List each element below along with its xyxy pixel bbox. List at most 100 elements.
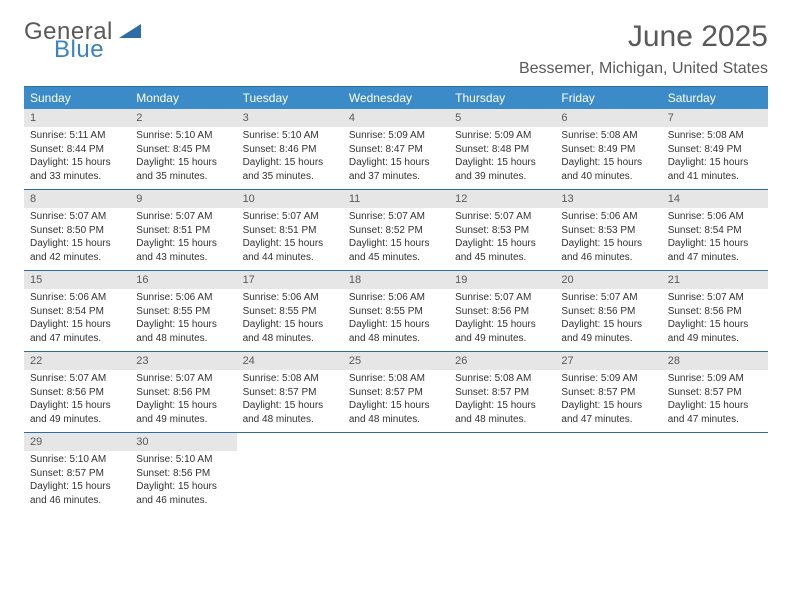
day-cell: 16Sunrise: 5:06 AMSunset: 8:55 PMDayligh… <box>130 271 236 351</box>
day-sunset: Sunset: 8:51 PM <box>136 224 230 238</box>
day-sunrise: Sunrise: 5:07 AM <box>30 372 124 386</box>
date-number: 3 <box>237 109 343 127</box>
date-number: 20 <box>555 271 661 289</box>
day-day1: Daylight: 15 hours <box>136 480 230 494</box>
day-day1: Daylight: 15 hours <box>30 480 124 494</box>
date-number: 1 <box>24 109 130 127</box>
day-sunset: Sunset: 8:49 PM <box>668 143 762 157</box>
day-day2: and 47 minutes. <box>668 251 762 265</box>
day-cell: 25Sunrise: 5:08 AMSunset: 8:57 PMDayligh… <box>343 352 449 432</box>
dayname-row: Sunday Monday Tuesday Wednesday Thursday… <box>24 87 768 109</box>
day-day1: Daylight: 15 hours <box>561 399 655 413</box>
day-body: Sunrise: 5:08 AMSunset: 8:57 PMDaylight:… <box>237 370 343 426</box>
day-cell: 13Sunrise: 5:06 AMSunset: 8:53 PMDayligh… <box>555 190 661 270</box>
day-day2: and 41 minutes. <box>668 170 762 184</box>
week-row: 29Sunrise: 5:10 AMSunset: 8:57 PMDayligh… <box>24 433 768 513</box>
day-sunset: Sunset: 8:55 PM <box>243 305 337 319</box>
day-sunrise: Sunrise: 5:07 AM <box>349 210 443 224</box>
day-body: Sunrise: 5:08 AMSunset: 8:57 PMDaylight:… <box>343 370 449 426</box>
day-day1: Daylight: 15 hours <box>30 399 124 413</box>
day-body: Sunrise: 5:10 AMSunset: 8:56 PMDaylight:… <box>130 451 236 507</box>
day-day1: Daylight: 15 hours <box>136 156 230 170</box>
day-day1: Daylight: 15 hours <box>243 399 337 413</box>
day-day1: Daylight: 15 hours <box>349 237 443 251</box>
date-number: 12 <box>449 190 555 208</box>
day-day2: and 49 minutes. <box>561 332 655 346</box>
day-day2: and 46 minutes. <box>136 494 230 508</box>
day-sunset: Sunset: 8:57 PM <box>349 386 443 400</box>
day-sunset: Sunset: 8:45 PM <box>136 143 230 157</box>
day-cell: 2Sunrise: 5:10 AMSunset: 8:45 PMDaylight… <box>130 109 236 189</box>
day-body: Sunrise: 5:10 AMSunset: 8:57 PMDaylight:… <box>24 451 130 507</box>
day-sunrise: Sunrise: 5:11 AM <box>30 129 124 143</box>
date-number: 6 <box>555 109 661 127</box>
day-sunrise: Sunrise: 5:07 AM <box>243 210 337 224</box>
day-sunrise: Sunrise: 5:07 AM <box>30 210 124 224</box>
day-sunrise: Sunrise: 5:07 AM <box>136 372 230 386</box>
day-day2: and 47 minutes. <box>561 413 655 427</box>
dayname-wednesday: Wednesday <box>343 87 449 109</box>
day-cell: 10Sunrise: 5:07 AMSunset: 8:51 PMDayligh… <box>237 190 343 270</box>
location-subtitle: Bessemer, Michigan, United States <box>519 60 768 78</box>
day-day1: Daylight: 15 hours <box>561 237 655 251</box>
date-number: 4 <box>343 109 449 127</box>
day-day2: and 49 minutes. <box>30 413 124 427</box>
day-sunset: Sunset: 8:57 PM <box>668 386 762 400</box>
day-day1: Daylight: 15 hours <box>455 399 549 413</box>
day-body: Sunrise: 5:07 AMSunset: 8:50 PMDaylight:… <box>24 208 130 264</box>
day-sunrise: Sunrise: 5:08 AM <box>243 372 337 386</box>
day-sunset: Sunset: 8:55 PM <box>349 305 443 319</box>
date-number: 21 <box>662 271 768 289</box>
dayname-friday: Friday <box>555 87 661 109</box>
day-body: Sunrise: 5:07 AMSunset: 8:56 PMDaylight:… <box>130 370 236 426</box>
day-sunrise: Sunrise: 5:06 AM <box>561 210 655 224</box>
day-sunrise: Sunrise: 5:07 AM <box>455 291 549 305</box>
day-cell: 12Sunrise: 5:07 AMSunset: 8:53 PMDayligh… <box>449 190 555 270</box>
date-number: 15 <box>24 271 130 289</box>
day-sunrise: Sunrise: 5:10 AM <box>243 129 337 143</box>
day-day1: Daylight: 15 hours <box>243 156 337 170</box>
day-day2: and 48 minutes. <box>136 332 230 346</box>
date-number: 9 <box>130 190 236 208</box>
day-day1: Daylight: 15 hours <box>455 156 549 170</box>
day-day1: Daylight: 15 hours <box>136 318 230 332</box>
day-sunrise: Sunrise: 5:09 AM <box>349 129 443 143</box>
day-sunset: Sunset: 8:56 PM <box>455 305 549 319</box>
date-number: 22 <box>24 352 130 370</box>
day-cell: 6Sunrise: 5:08 AMSunset: 8:49 PMDaylight… <box>555 109 661 189</box>
day-day1: Daylight: 15 hours <box>668 237 762 251</box>
dayname-thursday: Thursday <box>449 87 555 109</box>
day-day2: and 45 minutes. <box>455 251 549 265</box>
day-day1: Daylight: 15 hours <box>30 237 124 251</box>
day-day1: Daylight: 15 hours <box>561 318 655 332</box>
day-body: Sunrise: 5:10 AMSunset: 8:45 PMDaylight:… <box>130 127 236 183</box>
day-day2: and 45 minutes. <box>349 251 443 265</box>
day-cell: 20Sunrise: 5:07 AMSunset: 8:56 PMDayligh… <box>555 271 661 351</box>
day-sunrise: Sunrise: 5:09 AM <box>455 129 549 143</box>
day-sunset: Sunset: 8:56 PM <box>30 386 124 400</box>
day-sunrise: Sunrise: 5:08 AM <box>455 372 549 386</box>
day-sunrise: Sunrise: 5:09 AM <box>561 372 655 386</box>
day-cell: 21Sunrise: 5:07 AMSunset: 8:56 PMDayligh… <box>662 271 768 351</box>
day-body: Sunrise: 5:11 AMSunset: 8:44 PMDaylight:… <box>24 127 130 183</box>
date-number: 26 <box>449 352 555 370</box>
day-body: Sunrise: 5:06 AMSunset: 8:54 PMDaylight:… <box>662 208 768 264</box>
day-sunset: Sunset: 8:57 PM <box>243 386 337 400</box>
day-sunrise: Sunrise: 5:08 AM <box>668 129 762 143</box>
day-sunrise: Sunrise: 5:06 AM <box>349 291 443 305</box>
day-cell: 3Sunrise: 5:10 AMSunset: 8:46 PMDaylight… <box>237 109 343 189</box>
brand-text: General Blue <box>24 20 113 62</box>
day-cell: 22 Sunrise: 5:07 AMSunset: 8:56 PMDayligh… <box>24 352 130 432</box>
date-number: 30 <box>130 433 236 451</box>
day-sunrise: Sunrise: 5:08 AM <box>349 372 443 386</box>
day-sunset: Sunset: 8:54 PM <box>668 224 762 238</box>
day-day1: Daylight: 15 hours <box>349 318 443 332</box>
day-day2: and 49 minutes. <box>455 332 549 346</box>
day-sunrise: Sunrise: 5:10 AM <box>136 129 230 143</box>
day-sunrise: Sunrise: 5:07 AM <box>561 291 655 305</box>
day-cell: 9Sunrise: 5:07 AMSunset: 8:51 PMDaylight… <box>130 190 236 270</box>
day-day2: and 35 minutes. <box>243 170 337 184</box>
day-day2: and 39 minutes. <box>455 170 549 184</box>
day-cell: 14Sunrise: 5:06 AMSunset: 8:54 PMDayligh… <box>662 190 768 270</box>
day-day2: and 35 minutes. <box>136 170 230 184</box>
